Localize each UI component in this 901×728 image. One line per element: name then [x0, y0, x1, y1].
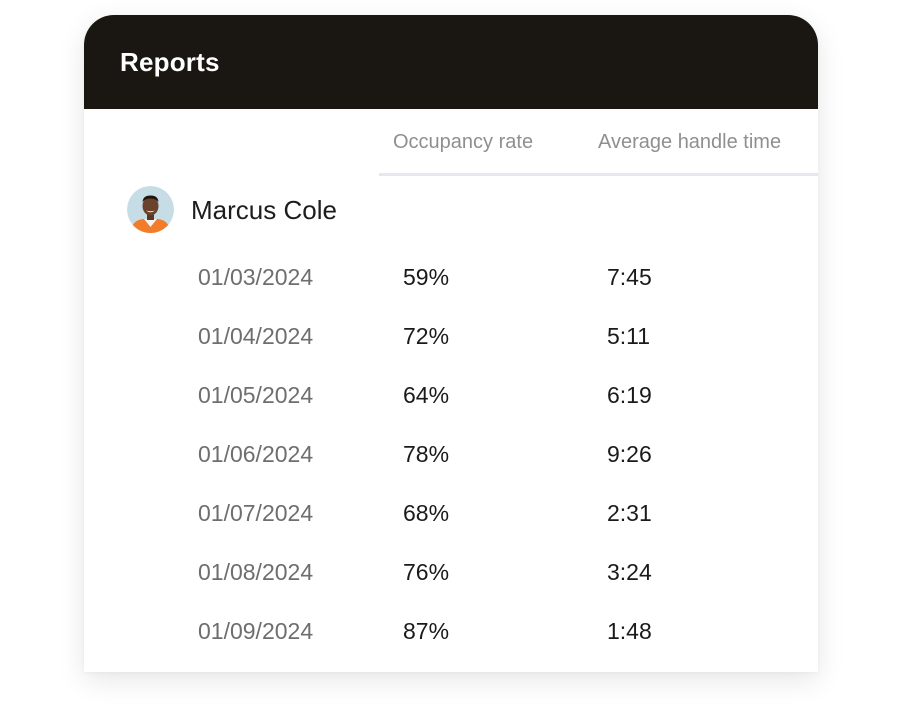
- table-row: 01/03/2024 59% 7:45: [84, 264, 818, 304]
- row-average-handle-time: 5:11: [607, 323, 651, 349]
- column-header-occupancy-rate: Occupancy rate: [393, 131, 534, 153]
- row-occupancy-rate: 59%: [403, 264, 450, 290]
- row-average-handle-time: 1:48: [607, 618, 652, 644]
- reports-card: Reports Occupancy rate Average handle ti…: [84, 15, 818, 672]
- row-occupancy-rate: 68%: [403, 500, 450, 526]
- row-date: 01/03/2024: [198, 264, 314, 290]
- row-date: 01/07/2024: [198, 500, 314, 526]
- table-row: 01/04/2024 72% 5:11: [84, 323, 818, 363]
- row-occupancy-rate: 78%: [403, 441, 450, 467]
- row-average-handle-time: 9:26: [607, 441, 652, 467]
- column-header-average-handle-time: Average handle time: [598, 131, 782, 153]
- row-date: 01/06/2024: [198, 441, 314, 467]
- row-date: 01/08/2024: [198, 559, 314, 585]
- card-header: Reports: [84, 15, 818, 109]
- table-row: 01/05/2024 64% 6:19: [84, 382, 818, 422]
- header-divider: [379, 173, 818, 176]
- row-occupancy-rate: 72%: [403, 323, 450, 349]
- row-occupancy-rate: 64%: [403, 382, 450, 408]
- table-row: 01/07/2024 68% 2:31: [84, 500, 818, 540]
- row-average-handle-time: 2:31: [607, 500, 652, 526]
- row-occupancy-rate: 87%: [403, 618, 450, 644]
- avatar: [127, 186, 174, 233]
- table-row: 01/09/2024 87% 1:48: [84, 618, 818, 658]
- row-date: 01/04/2024: [198, 323, 314, 349]
- agent-name: Marcus Cole: [191, 195, 337, 225]
- row-date: 01/05/2024: [198, 382, 314, 408]
- card-title: Reports: [120, 47, 220, 77]
- row-occupancy-rate: 76%: [403, 559, 450, 585]
- table-row: 01/08/2024 76% 3:24: [84, 559, 818, 599]
- person-avatar-icon: [127, 186, 174, 233]
- row-average-handle-time: 3:24: [607, 559, 652, 585]
- row-date: 01/09/2024: [198, 618, 314, 644]
- row-average-handle-time: 6:19: [607, 382, 652, 408]
- table-row: 01/06/2024 78% 9:26: [84, 441, 818, 481]
- row-average-handle-time: 7:45: [607, 264, 652, 290]
